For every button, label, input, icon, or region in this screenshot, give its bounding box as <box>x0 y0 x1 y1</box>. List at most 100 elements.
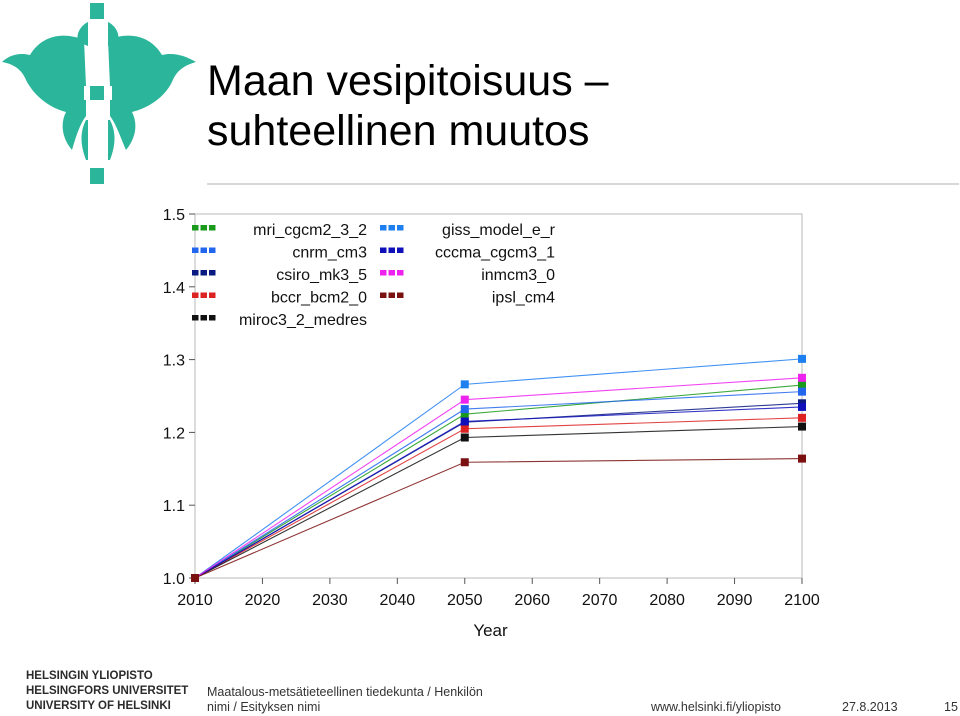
data-point-inmcm3_0 <box>460 395 469 404</box>
data-point-giss_model_e_r <box>798 354 806 363</box>
x-tick-label: 2050 <box>447 592 483 609</box>
x-tick-label: 2080 <box>649 592 685 609</box>
legend-item: mri_cgcm2_3_2 <box>192 222 367 239</box>
y-tick-label: 1.0 <box>163 571 185 588</box>
legend-item: giss_model_e_r <box>380 222 556 239</box>
x-tick-label: 2070 <box>582 592 618 609</box>
logo-flame-top <box>77 22 119 46</box>
legend-marker <box>209 247 216 253</box>
logo-flame-right <box>108 35 196 150</box>
x-tick-label: 2010 <box>177 592 213 609</box>
legend-marker <box>200 315 207 321</box>
legend-item: miroc3_2_medres <box>192 312 367 329</box>
legend-marker <box>192 247 199 253</box>
legend-marker <box>192 225 199 231</box>
logo-square-center <box>90 86 104 100</box>
title-divider <box>207 183 959 185</box>
legend-item: cnrm_cm3 <box>192 245 367 262</box>
university-name-fi: HELSINGIN YLIOPISTO <box>26 670 153 682</box>
legend-label: mri_cgcm2_3_2 <box>253 222 367 239</box>
legend-marker <box>209 292 216 298</box>
legend-marker <box>200 225 207 231</box>
data-point-cccma_cgcm3_1 <box>460 417 469 426</box>
y-tick-label: 1.3 <box>163 353 185 370</box>
university-name-sv: HELSINGFORS UNIVERSITET <box>26 685 189 697</box>
university-name-en: UNIVERSITY OF HELSINKI <box>26 700 171 712</box>
y-tick-label: 1.4 <box>163 280 185 297</box>
legend-label: csiro_mk3_5 <box>276 267 367 284</box>
series-line-mri_cgcm2_3_2 <box>194 384 803 579</box>
legend-marker <box>380 247 387 253</box>
data-point-miroc3_2_medres <box>798 422 806 431</box>
legend-marker <box>192 270 199 276</box>
legend-marker <box>388 270 395 276</box>
series-line-giss_model_e_r <box>194 358 803 579</box>
legend-marker <box>397 292 404 298</box>
plot-frame <box>194 213 803 579</box>
legend-item: csiro_mk3_5 <box>192 267 367 284</box>
legend-label: inmcm3_0 <box>481 267 555 284</box>
footer-url[interactable]: www.helsinki.fi/yliopisto <box>651 700 781 714</box>
university-names: HELSINGIN YLIOPISTO HELSINGFORS UNIVERSI… <box>26 669 188 714</box>
data-point-miroc3_2_medres <box>460 433 469 442</box>
legend-item: cccma_cgcm3_1 <box>380 245 555 262</box>
data-point-ipsl_cm4 <box>798 454 806 463</box>
footer-date: 27.8.2013 <box>842 700 898 714</box>
legend-item: ipsl_cm4 <box>380 290 555 307</box>
logo-flame-left <box>2 35 86 150</box>
legend-marker <box>388 292 395 298</box>
legend-marker <box>397 270 404 276</box>
legend-label: cccma_cgcm3_1 <box>435 245 555 262</box>
legend-marker <box>397 225 404 231</box>
y-tick-label: 1.5 <box>163 207 185 224</box>
x-tick-label: 2100 <box>784 592 820 609</box>
footer-faculty: Maatalous-metsätieteellinen tiedekunta /… <box>207 685 483 715</box>
legend-label: bccr_bcm2_0 <box>271 290 367 307</box>
slide-title-line1: Maan vesipitoisuus – <box>207 57 609 105</box>
legend-item: inmcm3_0 <box>380 267 555 284</box>
legend-marker <box>192 315 199 321</box>
data-point-cnrm_cm3 <box>798 387 806 396</box>
x-tick-label: 2060 <box>514 592 550 609</box>
legend-item: bccr_bcm2_0 <box>192 290 367 307</box>
legend-marker <box>380 270 387 276</box>
data-point-inmcm3_0 <box>798 373 806 382</box>
legend-marker <box>397 247 404 253</box>
x-tick-label: 2030 <box>312 592 348 609</box>
x-tick-label: 2090 <box>717 592 753 609</box>
legend-marker <box>388 247 395 253</box>
footer-faculty-line1: Maatalous-metsätieteellinen tiedekunta /… <box>207 685 483 699</box>
slide-title-line2: suhteellinen muutos <box>207 107 590 155</box>
line-chart: 2010 2020 2030 2040 2050 2060 2070 2080 2090 2100… <box>163 207 820 640</box>
footer-faculty-line2: nimi / Esityksen nimi <box>207 700 321 714</box>
data-point-bccr_bcm2_0 <box>460 424 469 433</box>
legend-label: ipsl_cm4 <box>492 290 555 307</box>
legend-label: cnrm_cm3 <box>292 245 367 262</box>
logo-square-bottom <box>90 168 104 184</box>
slide-title: Maan vesipitoisuus – suhteellinen muutos <box>207 56 609 156</box>
x-tick-label: 2040 <box>380 592 416 609</box>
legend-marker <box>388 225 395 231</box>
legend-label: giss_model_e_r <box>442 222 556 239</box>
x-axis-label: Year <box>473 621 508 640</box>
chart-axes: 2010 2020 2030 2040 2050 2060 2070 2080 2090 2100… <box>163 207 820 640</box>
data-point-ipsl_cm4 <box>460 458 469 467</box>
legend-marker <box>209 315 216 321</box>
chart-series <box>191 354 806 582</box>
logo-flame-lower <box>81 120 115 160</box>
series-line-miroc3_2_medres <box>194 426 803 579</box>
series-line-bccr_bcm2_0 <box>194 417 803 579</box>
footer-page-number: 15 <box>944 700 958 714</box>
legend-marker <box>192 292 199 298</box>
legend-marker <box>209 270 216 276</box>
data-point-mri_cgcm2_3_2 <box>460 410 469 419</box>
legend-label: miroc3_2_medres <box>239 312 367 329</box>
data-point-cnrm_cm3 <box>460 405 469 414</box>
university-logo <box>2 3 196 184</box>
legend-marker <box>380 292 387 298</box>
data-point-bccr_bcm2_0 <box>798 413 806 422</box>
y-tick-label: 1.2 <box>163 425 185 442</box>
data-point-giss_model_e_r <box>460 380 469 389</box>
data-point-cccma_cgcm3_1 <box>798 402 806 411</box>
chart-legend: mri_cgcm2_3_2 cnrm_cm3 csiro_mk3_5 bccr_bcm… <box>192 222 556 329</box>
